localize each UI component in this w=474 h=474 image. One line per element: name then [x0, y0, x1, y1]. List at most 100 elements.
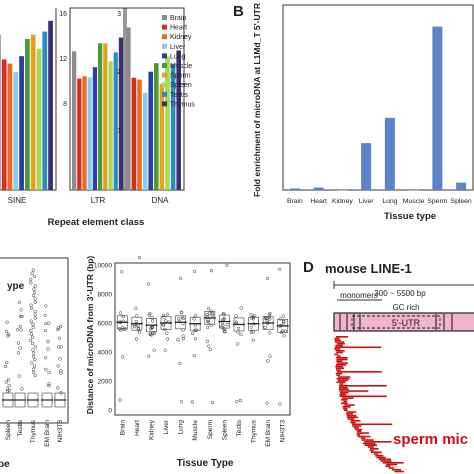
panel-d-read [340, 392, 349, 394]
panel-c-left-point [31, 268, 35, 272]
panel-c-x-ticks: Brain Heart Kidney Liver Lung Muscle Sperm Sple… [119, 419, 286, 447]
panel-a-legend-swatch [162, 24, 167, 30]
panel-c-point [179, 310, 184, 314]
panel-c-y-tick: 6000 [98, 321, 113, 328]
panel-a-bar-dna-kidney [137, 79, 142, 190]
panel-d-read [337, 371, 382, 373]
panel-c-left-point [33, 309, 37, 314]
panel-c-point [239, 332, 243, 337]
panel-c-left-point [33, 313, 37, 317]
panel-c-left-point [47, 370, 51, 375]
panel-c-left-point [17, 300, 22, 305]
panel-c-y-tick: 10000 [94, 263, 112, 270]
panel-d-read [336, 360, 343, 363]
panel-d-read [342, 406, 351, 408]
panel-c-point [192, 269, 197, 274]
panel-d-read [339, 385, 387, 387]
panel-c-point [134, 306, 138, 310]
panel-c-point [238, 398, 243, 403]
panel-c-point [176, 317, 181, 321]
panel-a-legend-swatch [162, 34, 167, 40]
panel-c-point [137, 255, 142, 260]
panel-c-left-point [30, 335, 35, 339]
panel-c-left-point [33, 284, 37, 288]
panel-c-point [249, 330, 254, 334]
panel-d-read [344, 404, 355, 406]
panel-c-left-ticks: Spleen Testis Thymus EM Brain NIH3T3 [5, 419, 64, 446]
panel-c-point [148, 311, 152, 316]
panel-c-group-em-brain [262, 276, 275, 405]
panel-d-read [336, 378, 350, 380]
panel-d-read [335, 367, 344, 370]
panel-d-read [345, 413, 353, 415]
panel-a-sine-bars [0, 20, 53, 191]
panel-c-left-point [5, 360, 9, 365]
panel-d-read [356, 434, 361, 436]
panel-d-read [370, 448, 379, 450]
panel-c-left-point [44, 367, 48, 372]
panel-a-bar-dna-spleen [165, 56, 170, 190]
panel-c-point [265, 319, 269, 323]
panel-c-left-point [31, 293, 36, 298]
panel-a-bar-sine-sperm [30, 34, 36, 191]
panel-d-read [350, 420, 361, 422]
panel-c-point [181, 321, 185, 326]
panel-c-point [220, 320, 224, 324]
panel-c-x-tick: Spleen [221, 420, 228, 441]
panel-c-left-point [19, 308, 23, 312]
panel-d-read [346, 411, 357, 413]
panel-c-left-group [54, 324, 66, 408]
panel-c-point [166, 320, 171, 324]
panel-d-read [347, 418, 355, 420]
panel-d-read [341, 399, 348, 401]
panel-c-x-tick: Muscle [192, 420, 199, 441]
panel-c-point [267, 313, 271, 317]
panel-c-left-point [29, 329, 33, 333]
panel-a-dna-label: DNA [152, 196, 170, 205]
panel-c-left-point [32, 370, 36, 375]
panel-c-point [133, 325, 137, 329]
panel-c-point [222, 316, 226, 320]
panel-d-read [355, 428, 363, 431]
panel-c-point [205, 314, 210, 319]
panel-d-read [367, 446, 374, 448]
panel-c-left-point [46, 383, 51, 388]
panel-c-left-point [3, 364, 8, 369]
panel-c-point [193, 328, 197, 333]
panel-c-left-point [29, 319, 33, 323]
panel-c-point [221, 312, 226, 316]
panel-c-point [121, 314, 125, 319]
panel-c-left-point [43, 328, 48, 333]
panel-c-point [235, 399, 239, 404]
panel-d-read [362, 442, 376, 445]
panel-c-point [236, 342, 240, 346]
panel-d-read [394, 470, 404, 473]
panel-c-left-point [59, 391, 63, 395]
panel-a-bar-sine-liver [13, 72, 19, 190]
panel-c-point [263, 325, 267, 330]
panel-b-x-tick: Lung [382, 198, 397, 205]
panel-c-point [239, 306, 243, 310]
panel-d: D mouse LINE-1 300 ~ 5500 bp monomers GC… [303, 259, 474, 473]
panel-c-left-point [33, 316, 37, 320]
panel-a-dna-tick: 3 [117, 11, 121, 18]
panel-c-left-point [7, 332, 11, 337]
panel-c-left-point [56, 386, 60, 390]
panel-c-point [278, 324, 282, 328]
panel-c-point [209, 309, 213, 313]
panel-c-point [193, 337, 198, 341]
panel-c-point [132, 323, 137, 327]
panel-c-left-bottom-label: pe [0, 459, 10, 470]
panel-d-read [334, 348, 341, 350]
panel-d-read [338, 379, 348, 382]
panel-a-bar-ltr-liver [87, 77, 92, 190]
panel-c-left-point [32, 351, 36, 355]
panel-b: B Fold enrichment of microDNA at L1Md_T … [233, 3, 474, 222]
panel-c-left-point [30, 271, 34, 275]
panel-c-point [179, 400, 184, 404]
panel-c-left-point [33, 357, 37, 362]
panel-c-left-point [5, 320, 9, 324]
panel-c-point [148, 332, 153, 336]
panel-c-point [181, 334, 185, 338]
